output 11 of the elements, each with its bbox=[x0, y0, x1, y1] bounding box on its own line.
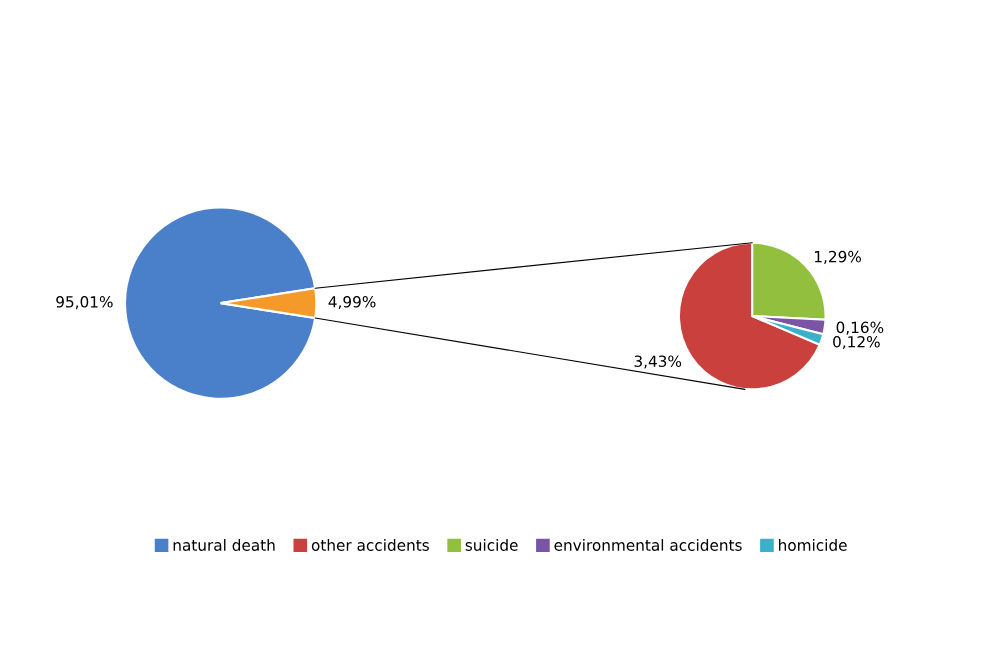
data-label: 4,99% bbox=[328, 295, 376, 310]
legend-label: homicide bbox=[779, 539, 847, 551]
legend-label: suicide bbox=[465, 539, 518, 551]
data-label: 3,43% bbox=[634, 355, 682, 369]
data-label: 95,01% bbox=[56, 296, 113, 310]
data-label: 1,29% bbox=[815, 250, 862, 264]
data-label: 0,12% bbox=[833, 335, 880, 350]
legend-label: environmental accidents bbox=[554, 539, 742, 551]
legend-label: natural death bbox=[173, 539, 275, 551]
legend-label: other accidents bbox=[311, 539, 429, 551]
data-label: 0,16% bbox=[836, 321, 884, 335]
